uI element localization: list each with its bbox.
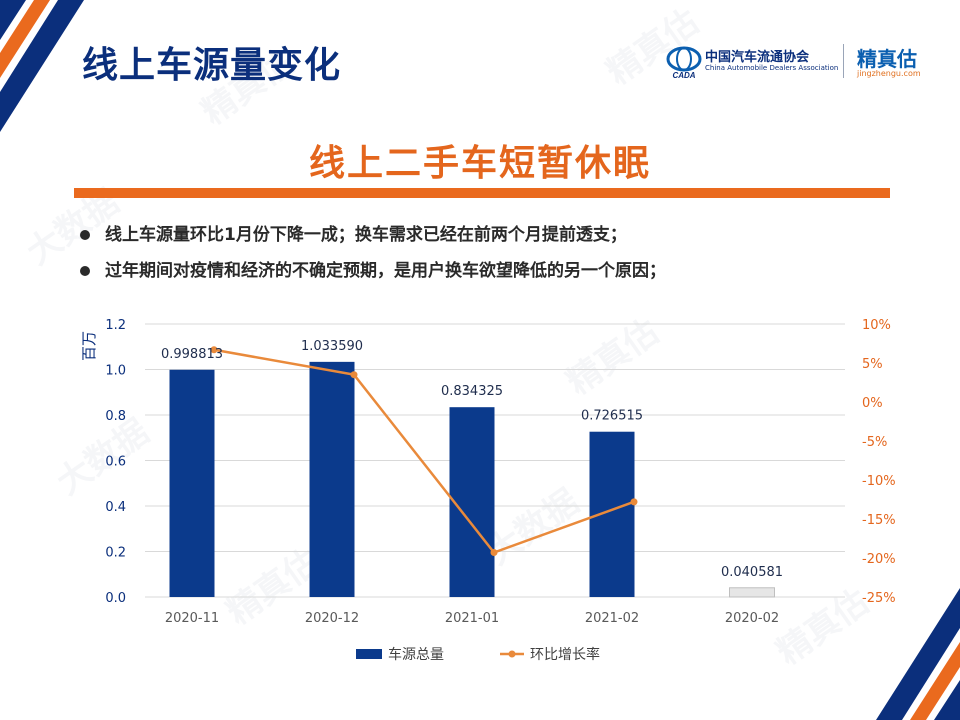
jzg-logo-text: 精真估 xyxy=(857,47,917,71)
x-tick-label: 2020-12 xyxy=(305,611,359,626)
data-label: 0.834325 xyxy=(441,384,503,399)
y2-tick-label: -10% xyxy=(862,474,896,489)
cada-logo-icon: CADA xyxy=(666,46,702,80)
y2-tick-label: 10% xyxy=(862,318,891,333)
y-tick-label: 0.8 xyxy=(105,409,126,424)
legend-label: 车源总量 xyxy=(388,646,444,663)
logo-area: CADA 中国汽车流通协会 China Automobile Dealers A… xyxy=(665,40,935,84)
y-tick-label: 1.2 xyxy=(105,318,126,333)
y-axis-label: 百万 xyxy=(80,331,98,361)
y2-tick-label: 0% xyxy=(862,396,883,411)
headline-rule xyxy=(74,188,890,198)
cada-english-name: China Automobile Dealers Association xyxy=(705,64,839,72)
line-point xyxy=(490,549,498,557)
bar xyxy=(729,587,775,598)
corner-stripes-bottom-right xyxy=(876,588,960,720)
data-label: 0.998813 xyxy=(161,347,223,362)
cada-badge-text: CADA xyxy=(672,71,695,80)
x-tick-label: 2020-02 xyxy=(725,611,779,626)
corner-stripes-top-left xyxy=(0,0,84,132)
y2-tick-label: -15% xyxy=(862,513,896,528)
y-tick-label: 0.2 xyxy=(105,546,126,561)
bullet-dot-icon xyxy=(80,230,90,240)
series-line xyxy=(213,348,635,555)
data-label: 0.040581 xyxy=(721,565,783,580)
x-tick-label: 2021-01 xyxy=(445,611,499,626)
bullet-item: 线上车源量环比1月份下降一成；换车需求已经在前两个月提前透支； xyxy=(78,222,666,258)
cada-name: 中国汽车流通协会 xyxy=(705,50,810,65)
chart: 0.0 0.2 0.4 0.6 0.8 1.0 1.2 -25% -20% -15% -10% -5%… xyxy=(80,318,896,663)
x-tick-label: 2020-11 xyxy=(165,611,219,626)
y2-tick-label: -5% xyxy=(862,435,887,450)
bullet-text: 过年期间对疫情和经济的不确定预期，是用户换车欲望降低的另一个原因； xyxy=(105,261,666,281)
bullet-list: 线上车源量环比1月份下降一成；换车需求已经在前两个月提前透支； 过年期间对疫情和… xyxy=(78,222,666,294)
y-tick-label: 0.0 xyxy=(105,591,126,606)
line-point xyxy=(210,346,218,354)
data-label: 1.033590 xyxy=(301,339,363,354)
y2-tick-label: 5% xyxy=(862,357,883,372)
legend-swatch-marker xyxy=(508,650,516,658)
logo-divider xyxy=(843,44,844,78)
bullet-item: 过年期间对疫情和经济的不确定预期，是用户换车欲望降低的另一个原因； xyxy=(78,258,666,294)
headline: 线上二手车短暂休眠 xyxy=(308,143,651,184)
y2-tick-label: -20% xyxy=(862,552,896,567)
y-tick-label: 0.4 xyxy=(105,500,126,515)
y2-tick-label: -25% xyxy=(862,591,896,606)
bar xyxy=(169,369,215,597)
data-label: 0.726515 xyxy=(581,409,643,424)
page-title: 线上车源量变化 xyxy=(82,45,342,86)
bar xyxy=(449,407,495,597)
bar xyxy=(309,361,355,597)
bullet-dot-icon xyxy=(80,266,90,276)
legend-swatch-bar xyxy=(356,649,382,659)
line-point xyxy=(350,371,358,379)
legend-label: 环比增长率 xyxy=(530,646,600,663)
y-tick-label: 0.6 xyxy=(105,455,126,470)
x-tick-label: 2021-02 xyxy=(585,611,639,626)
y-tick-label: 1.0 xyxy=(105,364,126,379)
line-point xyxy=(630,498,638,506)
jzg-url: jingzhengu.com xyxy=(857,69,921,78)
bullet-text: 线上车源量环比1月份下降一成；换车需求已经在前两个月提前透支； xyxy=(105,225,627,245)
